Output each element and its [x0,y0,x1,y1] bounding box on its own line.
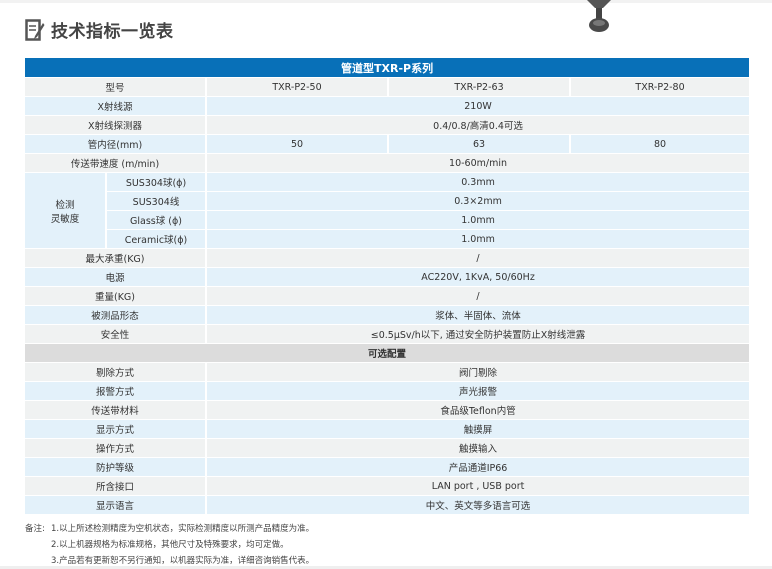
row-value: 0.3mm [207,173,750,192]
row-value: 阀门剔除 [207,363,750,382]
table-row: 电源 AC220V, 1KvA, 50/60Hz [25,268,750,287]
row-label: 所含接口 [25,477,207,496]
row-value: 63 [389,135,571,154]
table-row: 安全性 ≤0.5μSv/h以下, 通过安全防护装置防止X射线泄露 [25,325,750,344]
table-row: X射线探测器 0.4/0.8/高清0.4可选 [25,116,750,135]
row-value: 0.3×2mm [207,192,750,211]
row-label: 剔除方式 [25,363,207,382]
table-row: 显示方式 触摸屏 [25,420,750,439]
table-row: 被测品形态 浆体、半固体、流体 [25,306,750,325]
table-row: 检测 灵敏度 SUS304球(ϕ) 0.3mm [25,173,750,249]
row-label: 最大承重(KG) [25,249,207,268]
row-label: 重量(KG) [25,287,207,306]
table-row: 管内径(mm) 50 63 80 [25,135,750,154]
row-value: 210W [207,97,750,116]
page-title-text: 技术指标一览表 [51,22,174,42]
row-value: 触摸输入 [207,439,750,458]
row-label: 管内径(mm) [25,135,207,154]
table-row: SUS304线 0.3×2mm [25,192,750,211]
notes-label: 备注: [25,524,45,534]
top-divider [0,0,772,3]
row-label: 显示语言 [25,496,207,515]
row-label: 操作方式 [25,439,207,458]
sensitivity-label-line: 检测 [55,199,75,211]
row-value: 中文、英文等多语言可选 [207,496,750,515]
row-value: 食品级Teflon内管 [207,401,750,420]
table-row: 最大承重(KG) / [25,249,750,268]
section-title: 可选配置 [25,344,750,363]
row-sublabel: Glass球 (ϕ) [107,211,207,230]
table-row: 传送带速度 (m/min) 10-60m/min [25,154,750,173]
row-value: 1.0mm [207,230,750,249]
row-value: 声光报警 [207,382,750,401]
row-value: 产品通道IP66 [207,458,750,477]
model-name: TXR-P2-80 [571,78,750,97]
row-label: 报警方式 [25,382,207,401]
table-row: 显示语言 中文、英文等多语言可选 [25,496,750,515]
table-row: 报警方式 声光报警 [25,382,750,401]
row-label: 传送带速度 (m/min) [25,154,207,173]
row-label: 防护等级 [25,458,207,477]
model-name: TXR-P2-63 [389,78,571,97]
row-sublabel: SUS304线 [107,192,207,211]
row-label: 被测品形态 [25,306,207,325]
sensitivity-label-line: 灵敏度 [50,213,80,225]
row-value: AC220V, 1KvA, 50/60Hz [207,268,750,287]
bottom-divider [0,566,772,569]
row-value: LAN port , USB port [207,477,750,496]
table-row: Ceramic球(ϕ) 1.0mm [25,230,750,249]
row-value: ≤0.5μSv/h以下, 通过安全防护装置防止X射线泄露 [207,325,750,344]
notes: 备注: 1.以上所述检测精度为空机状态，实际检测精度以所测产品精度为准。 2.以上… [25,521,314,569]
table-row: Glass球 (ϕ) 1.0mm [25,211,750,230]
note-item: 1.以上所述检测精度为空机状态，实际检测精度以所测产品精度为准。 [51,524,315,534]
note-item: 3.产品若有更新恕不另行通知，以机器实际为准，详细咨询销售代表。 [51,556,315,566]
row-value: 1.0mm [207,211,750,230]
row-value: / [207,249,750,268]
row-label: 传送带材料 [25,401,207,420]
row-value: 触摸屏 [207,420,750,439]
spec-table: 管道型TXR-P系列 型号 TXR-P2-50 TXR-P2-63 TXR-P2-80 X… [25,58,750,515]
table-row: 所含接口 LAN port , USB port [25,477,750,496]
table-row: 重量(KG) / [25,287,750,306]
row-sublabel: Ceramic球(ϕ) [107,230,207,249]
row-label: 显示方式 [25,420,207,439]
table-row: 剔除方式 阀门剔除 [25,363,750,382]
note-item: 2.以上机器规格为标准规格，其他尺寸及特殊要求，均可定做。 [51,540,289,550]
row-value: / [207,287,750,306]
page-title: 技术指标一览表 [25,17,174,42]
row-value: 浆体、半固体、流体 [207,306,750,325]
row-label: X射线探测器 [25,116,207,135]
table-row: 传送带材料 食品级Teflon内管 [25,401,750,420]
row-value: 10-60m/min [207,154,750,173]
sensitivity-label: 检测 灵敏度 [25,173,107,249]
row-value: 0.4/0.8/高清0.4可选 [207,116,750,135]
row-value: 80 [571,135,750,154]
table-row: 可选配置 [25,344,750,363]
row-label: X射线源 [25,97,207,116]
row-label: 安全性 [25,325,207,344]
product-foot-image [587,0,611,32]
table-row: X射线源 210W [25,97,750,116]
table-row: 操作方式 触摸输入 [25,439,750,458]
row-label: 型号 [25,78,207,97]
model-name: TXR-P2-50 [207,78,389,97]
document-edit-icon [25,18,45,41]
table-row: 管道型TXR-P系列 [25,58,750,78]
row-value: 50 [207,135,389,154]
row-sublabel: SUS304球(ϕ) [107,173,207,192]
row-label: 电源 [25,268,207,287]
table-row: 型号 TXR-P2-50 TXR-P2-63 TXR-P2-80 [25,78,750,97]
series-title: 管道型TXR-P系列 [25,58,750,78]
table-row: 防护等级 产品通道IP66 [25,458,750,477]
